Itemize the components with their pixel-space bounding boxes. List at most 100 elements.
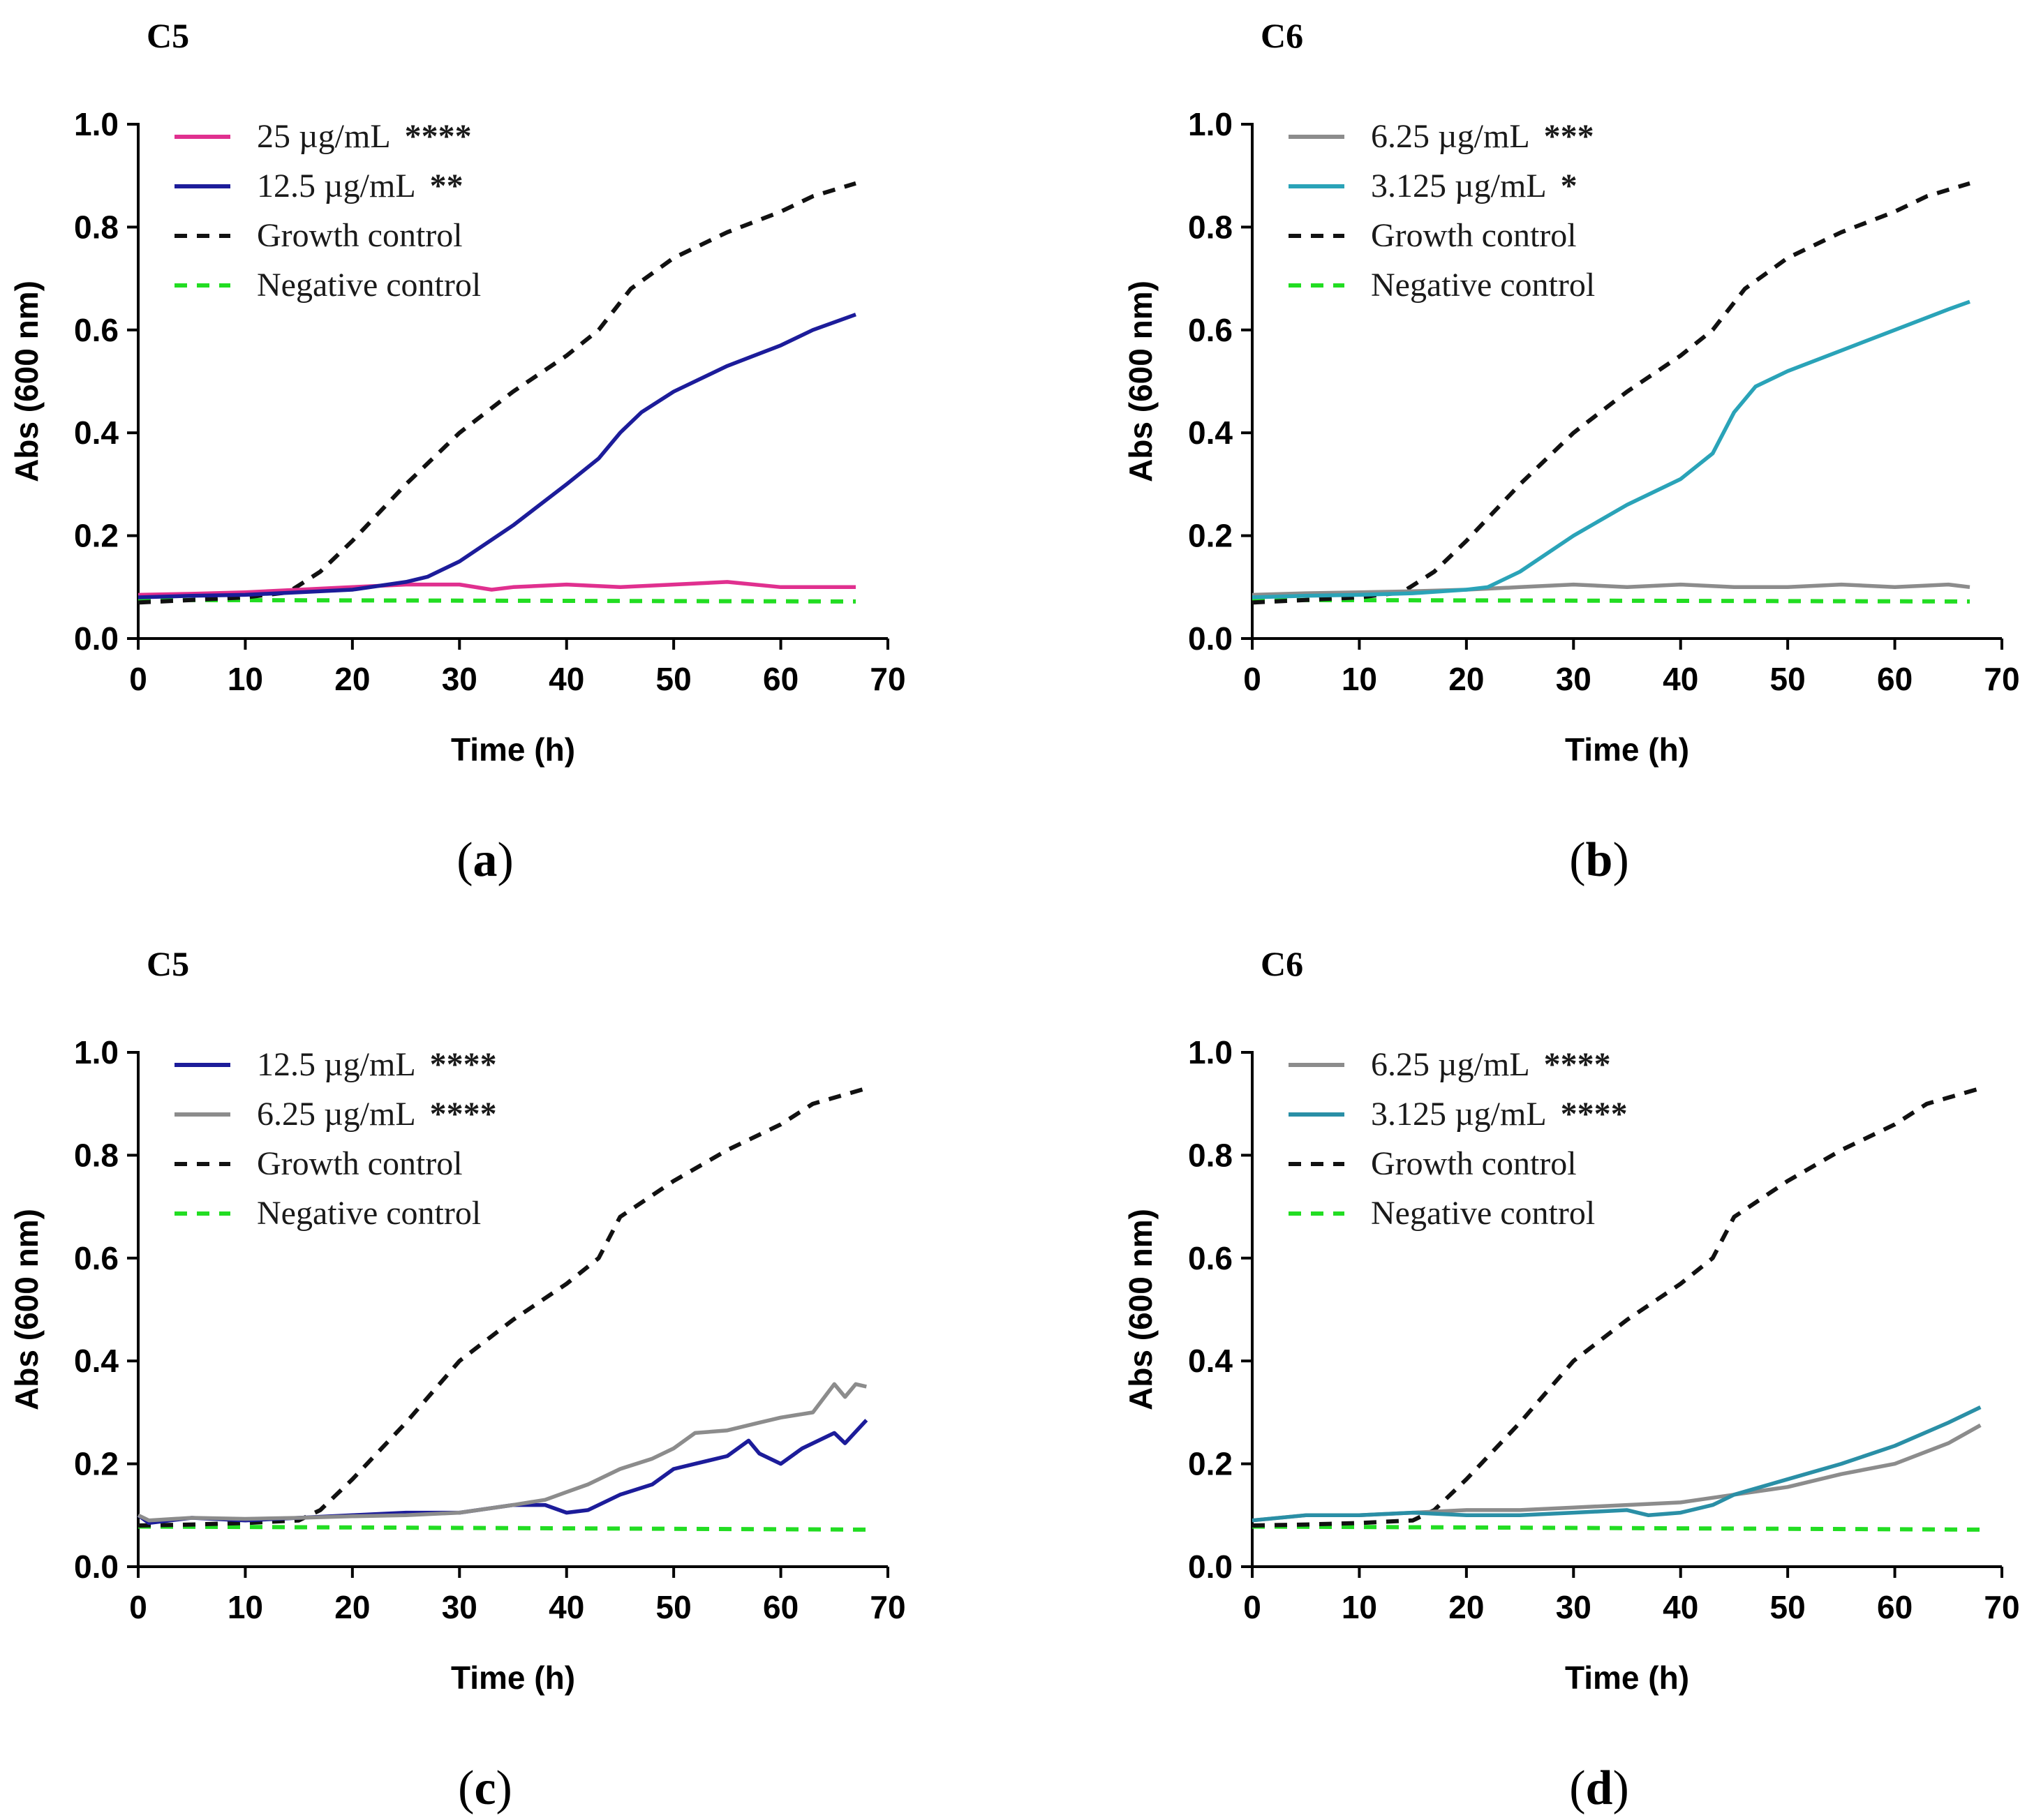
- y-tick-label: 0.0: [74, 1549, 119, 1585]
- panel-label-open-paren: (: [1569, 1761, 1585, 1815]
- legend-series-name: 6.25 µg/mL: [1371, 118, 1530, 155]
- x-tick-label: 10: [228, 1589, 263, 1625]
- x-tick-label: 50: [656, 661, 692, 697]
- legend-significance-stars: ****: [405, 118, 472, 155]
- legend-series-name: 6.25 µg/mL: [257, 1096, 416, 1133]
- legend-series-name: 25 µg/mL: [257, 118, 391, 155]
- y-tick-label: 0.8: [74, 1137, 119, 1173]
- legend-series-name: Growth control: [1371, 1145, 1577, 1182]
- legend-label: Growth control: [1371, 1145, 1577, 1182]
- y-tick-label: 0.6: [74, 1240, 119, 1276]
- series-line-growth-control: [1252, 1086, 1982, 1528]
- compound-title: C5: [147, 944, 189, 983]
- y-tick-label: 0.0: [1188, 620, 1233, 657]
- x-tick-label: 50: [1770, 661, 1806, 697]
- x-tick-label: 50: [1770, 1589, 1806, 1625]
- legend-series-name: Growth control: [257, 1145, 463, 1182]
- legend-label: 25 µg/mL ****: [257, 118, 472, 155]
- legend-label: Growth control: [1371, 217, 1577, 254]
- legend-label: Growth control: [257, 217, 463, 254]
- x-tick-label: 30: [1556, 1589, 1591, 1625]
- series-line-6-25-g-ml: [137, 1382, 867, 1523]
- x-axis-title: Time (h): [451, 731, 575, 768]
- x-tick-label: 10: [228, 661, 263, 697]
- legend-significance-stars: ****: [430, 1046, 497, 1083]
- legend-label: 3.125 µg/mL ****: [1371, 1096, 1628, 1133]
- x-tick-label: 70: [870, 661, 905, 697]
- legend-significance-stars: ****: [430, 1096, 497, 1133]
- legend-series-name: 12.5 µg/mL: [257, 1046, 416, 1083]
- y-tick-label: 0.2: [1188, 1446, 1233, 1482]
- legend-label: 6.25 µg/mL ***: [1371, 118, 1594, 155]
- x-tick-label: 50: [656, 1589, 692, 1625]
- y-tick-label: 0.6: [1188, 1240, 1233, 1276]
- legend-significance-stars: ****: [1544, 1046, 1611, 1083]
- series-line-negative-control: [138, 1524, 867, 1532]
- y-tick-label: 0.2: [1188, 518, 1233, 554]
- y-tick-label: 0.4: [1188, 1343, 1233, 1379]
- series-line-3-125-g-ml: [1252, 1405, 1982, 1523]
- x-tick-label: 20: [1448, 1589, 1484, 1625]
- y-tick-label: 0.0: [74, 620, 119, 657]
- series-line-25-g-ml: [138, 580, 856, 597]
- series-line-negative-control: [138, 597, 856, 604]
- series-line-6-25-g-ml: [1252, 1423, 1982, 1523]
- x-tick-label: 20: [334, 661, 370, 697]
- x-tick-label: 40: [549, 661, 584, 697]
- panel-label-close-paren: ): [496, 1761, 512, 1815]
- legend-significance-stars: ****: [1561, 1096, 1628, 1133]
- panel-label-close-paren: ): [498, 833, 514, 887]
- x-axis-title: Time (h): [1565, 731, 1689, 768]
- panel-label-open-paren: (: [456, 833, 473, 887]
- panel-label-close-paren: ): [1612, 1761, 1628, 1815]
- legend-label: Negative control: [257, 1195, 481, 1232]
- legend-series-name: 6.25 µg/mL: [1371, 1046, 1530, 1083]
- y-tick-label: 0.2: [74, 518, 119, 554]
- y-tick-label: 0.8: [1188, 209, 1233, 245]
- panel-c: C5 0.0 0.2 0.4 0.6 0.8 1.0 0 10 20 30 40 50 60 70 Time …: [8, 944, 906, 1815]
- x-tick-label: 10: [1342, 1589, 1377, 1625]
- x-axis-title: Time (h): [1565, 1659, 1689, 1696]
- legend-series-name: Negative control: [1371, 1195, 1595, 1232]
- panel-a: C5 0.0 0.2 0.4 0.6 0.8 1.0 0 10 20 30 40 50 60 70 Time …: [8, 16, 906, 887]
- series-line-12-5-g-ml: [138, 313, 856, 599]
- legend-label: Negative control: [257, 267, 481, 304]
- x-tick-label: 20: [334, 1589, 370, 1625]
- legend-series-name: Growth control: [1371, 217, 1577, 254]
- x-tick-label: 0: [129, 1589, 147, 1625]
- series-line-growth-control: [1252, 181, 1970, 605]
- legend-label: 12.5 µg/mL **: [257, 167, 463, 204]
- panel-label: (d): [1569, 1761, 1629, 1815]
- x-tick-label: 0: [1243, 1589, 1261, 1625]
- panel-label-open-paren: (: [1569, 833, 1585, 887]
- legend-series-name: Growth control: [257, 217, 463, 254]
- x-tick-label: 0: [129, 661, 147, 697]
- y-tick-label: 1.0: [1188, 106, 1233, 142]
- legend-significance-stars: **: [430, 167, 463, 204]
- series-line-negative-control: [1252, 1524, 1981, 1532]
- x-tick-label: 70: [1984, 661, 2019, 697]
- y-tick-label: 0.4: [74, 415, 119, 451]
- legend-label: 3.125 µg/mL *: [1371, 167, 1578, 204]
- y-tick-label: 0.0: [1188, 1549, 1233, 1585]
- x-tick-label: 60: [763, 661, 799, 697]
- y-tick-label: 0.4: [74, 1343, 119, 1379]
- x-tick-label: 30: [1556, 661, 1591, 697]
- y-tick-label: 0.2: [74, 1446, 119, 1482]
- legend-label: 12.5 µg/mL ****: [257, 1046, 497, 1083]
- x-tick-label: 20: [1448, 661, 1484, 697]
- legend-label: Negative control: [1371, 1195, 1595, 1232]
- panel-d: C6 0.0 0.2 0.4 0.6 0.8 1.0 0 10 20 30 40 50 60 70 Time …: [1122, 944, 2020, 1815]
- legend-label: Growth control: [257, 1145, 463, 1182]
- panel-label: (c): [458, 1761, 512, 1815]
- legend-significance-stars: *: [1561, 167, 1578, 204]
- y-axis-title: Abs (600 nm): [8, 1209, 45, 1410]
- series-line-growth-control: [138, 1086, 868, 1528]
- y-axis-title: Abs (600 nm): [1122, 1209, 1159, 1410]
- x-axis-title: Time (h): [451, 1659, 575, 1696]
- legend-series-name: Negative control: [257, 267, 481, 304]
- x-tick-label: 70: [870, 1589, 905, 1625]
- y-tick-label: 1.0: [74, 1034, 119, 1071]
- legend-series-name: 12.5 µg/mL: [257, 167, 416, 204]
